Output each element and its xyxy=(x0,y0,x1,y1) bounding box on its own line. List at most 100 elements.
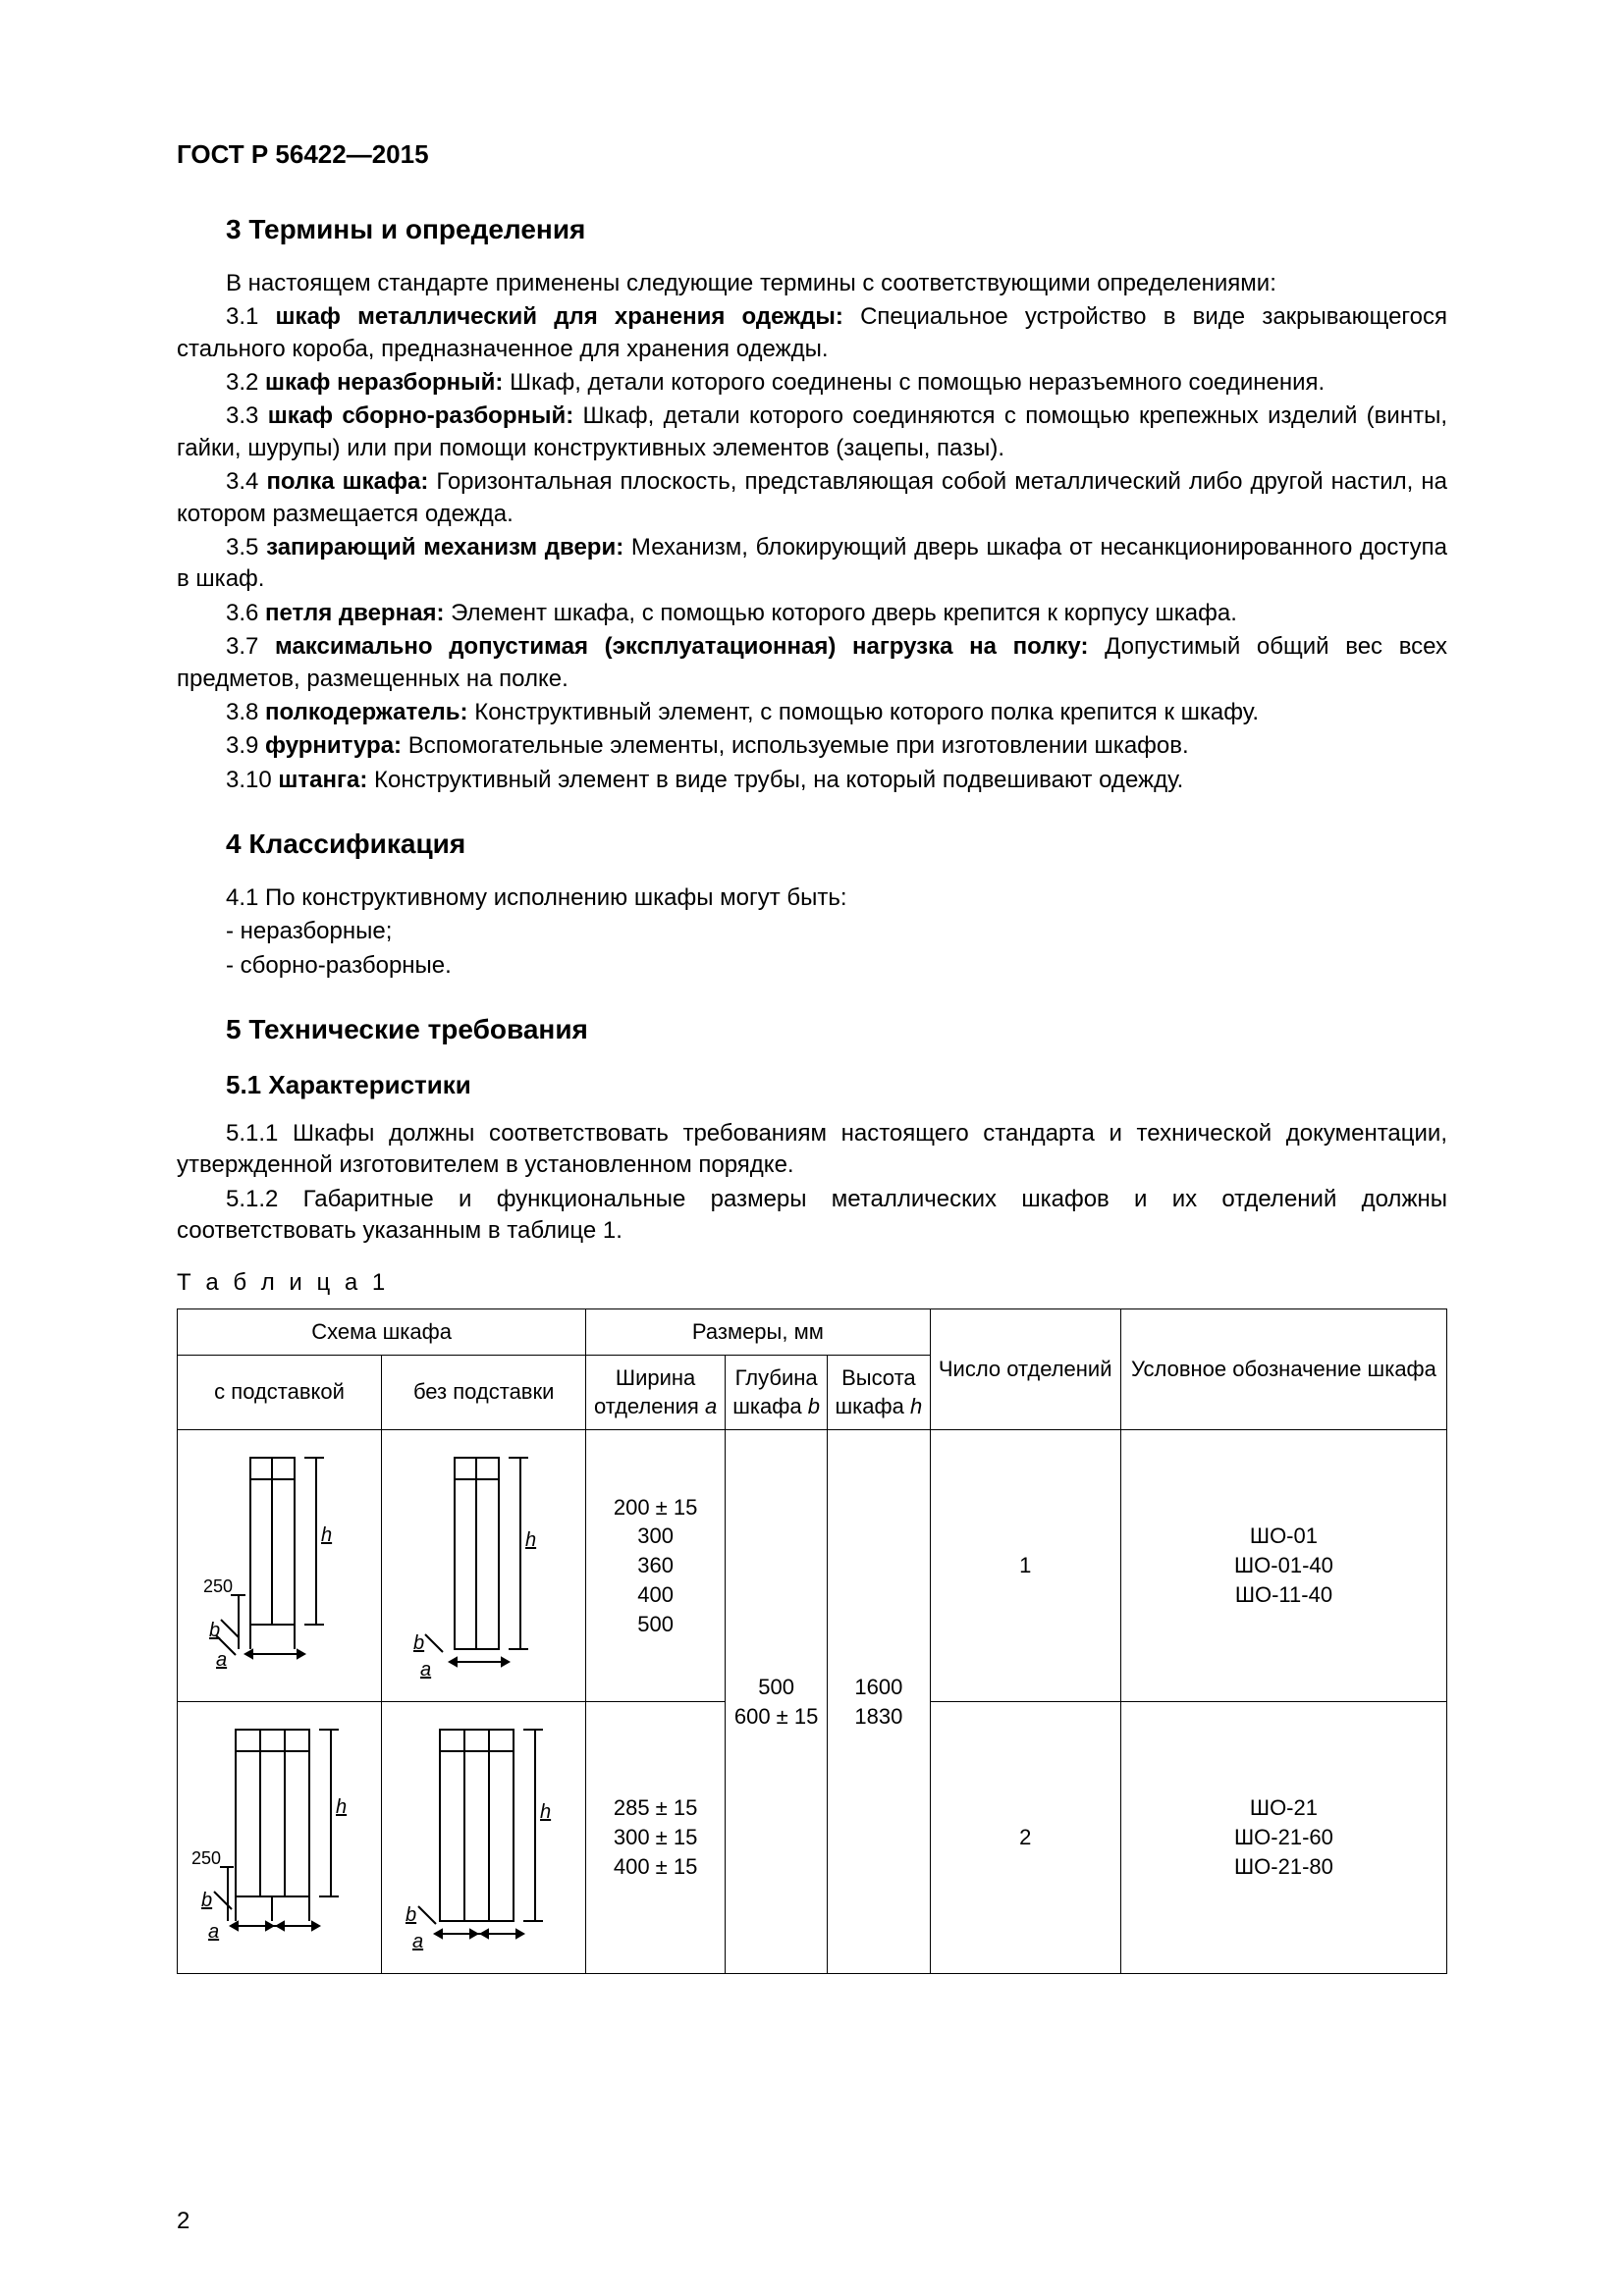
dim-a-label: a xyxy=(216,1649,227,1671)
dim-h-label: h xyxy=(540,1801,551,1823)
list-item: - сборно-разборные. xyxy=(226,950,1447,982)
para-511: 5.1.1 Шкафы должны соответствовать требо… xyxy=(177,1118,1447,1182)
term-definition: 3.4 полка шкафа: Горизонтальная плоскост… xyxy=(177,466,1447,530)
para-511-text: 5.1.1 Шкафы должны соответствовать требо… xyxy=(177,1120,1447,1178)
diagram-cell-1a: h b a 250 xyxy=(178,1430,382,1702)
th-designation: Условное обозначение шкафа xyxy=(1120,1308,1446,1429)
th-without-base: без подставки xyxy=(382,1355,586,1429)
term-number: 3.4 xyxy=(226,468,266,495)
section-4-p1-text: 4.1 По конструктивному исполнению шкафы … xyxy=(226,884,847,911)
td-count: 1 xyxy=(930,1430,1120,1702)
th-height-l2: шкафа xyxy=(836,1394,910,1418)
diagram-cell-2b: h b a xyxy=(382,1702,586,1974)
td-height: 1600 1830 xyxy=(828,1430,930,1974)
terms-list: 3.1 шкаф металлический для хранения одеж… xyxy=(177,301,1447,796)
th-width-l2: отделения xyxy=(594,1394,705,1418)
term-number: 3.10 xyxy=(226,767,278,793)
th-height-l1: Высота xyxy=(841,1365,916,1390)
table-caption: Т а б л и ц а 1 xyxy=(177,1267,1447,1299)
dim-b-label: b xyxy=(209,1620,220,1641)
dim-a-label: a xyxy=(412,1931,423,1952)
term-number: 3.8 xyxy=(226,699,265,725)
dim-b-label: b xyxy=(201,1890,212,1911)
dim-h-label: h xyxy=(525,1529,536,1551)
document-page: ГОСТ Р 56422—2015 3 Термины и определени… xyxy=(0,0,1624,2296)
dimensions-table: Схема шкафа Размеры, мм Число отделений … xyxy=(177,1308,1447,1974)
td-width: 200 ± 15 300 360 400 500 xyxy=(586,1430,726,1702)
term-def-text: Вспомогательные элементы, используемые п… xyxy=(402,732,1189,759)
term-name: полка шкафа: xyxy=(266,468,428,495)
term-definition: 3.10 штанга: Конструктивный элемент в ви… xyxy=(177,765,1447,796)
section-4-p1: 4.1 По конструктивному исполнению шкафы … xyxy=(177,882,1447,914)
section-4-title: 4 Классификация xyxy=(226,826,1447,863)
dim-b-label: b xyxy=(406,1904,416,1926)
term-name: шкаф неразборный: xyxy=(265,369,503,396)
term-name: петля дверная: xyxy=(265,600,444,626)
section-5-title: 5 Технические требования xyxy=(226,1011,1447,1048)
th-count: Число отделений xyxy=(930,1308,1120,1429)
cabinet-diagram-icon: h b a xyxy=(391,1720,577,1955)
th-depth-var: b xyxy=(808,1394,820,1418)
term-definition: 3.7 максимально допустимая (эксплуатацио… xyxy=(177,631,1447,695)
th-sizes: Размеры, мм xyxy=(586,1308,930,1355)
term-name: штанга: xyxy=(278,767,367,793)
term-number: 3.7 xyxy=(226,633,275,660)
term-number: 3.9 xyxy=(226,732,265,759)
cabinet-diagram-icon: h b a xyxy=(396,1448,572,1683)
list-item: - неразборные; xyxy=(226,916,1447,947)
cabinet-diagram-icon: h b a 250 xyxy=(187,1720,373,1955)
diagram-cell-2a: h b a 250 xyxy=(178,1702,382,1974)
term-number: 3.6 xyxy=(226,600,265,626)
term-name: шкаф сборно-разборный: xyxy=(268,402,574,429)
term-definition: 3.5 запирающий механизм двери: Механизм,… xyxy=(177,532,1447,596)
term-definition: 3.2 шкаф неразборный: Шкаф, детали котор… xyxy=(177,367,1447,399)
section-3-intro: В настоящем стандарте применены следующи… xyxy=(177,268,1447,299)
term-number: 3.2 xyxy=(226,369,265,396)
diagram-cell-1b: h b a xyxy=(382,1430,586,1702)
td-designation: ШО-01 ШО-01-40 ШО-11-40 xyxy=(1120,1430,1446,1702)
th-width: Ширина отделения a xyxy=(586,1355,726,1429)
table-header-row-1: Схема шкафа Размеры, мм Число отделений … xyxy=(178,1308,1447,1355)
th-height: Высота шкафа h xyxy=(828,1355,930,1429)
term-def-text: Конструктивный элемент, с помощью которо… xyxy=(468,699,1259,725)
th-width-l1: Ширина xyxy=(616,1365,695,1390)
dim-b-label: b xyxy=(413,1632,424,1654)
term-definition: 3.9 фурнитура: Вспомогательные элементы,… xyxy=(177,730,1447,762)
term-name: максимально допустимая (эксплуатационная… xyxy=(275,633,1088,660)
th-width-var: a xyxy=(705,1394,717,1418)
para-512-text: 5.1.2 Габаритные и функциональные размер… xyxy=(177,1186,1447,1244)
dim-a-label: a xyxy=(420,1659,431,1681)
td-count: 2 xyxy=(930,1702,1120,1974)
term-def-text: Шкаф, детали которого соединены с помощь… xyxy=(503,369,1325,396)
section-5-1-title: 5.1 Характеристики xyxy=(226,1068,1447,1102)
term-number: 3.5 xyxy=(226,534,266,561)
th-with-base: с подставкой xyxy=(178,1355,382,1429)
dim-250-label: 250 xyxy=(203,1576,233,1596)
table-row: h b a 250 xyxy=(178,1430,1447,1702)
term-definition: 3.6 петля дверная: Элемент шкафа, с помо… xyxy=(177,598,1447,629)
dim-a-label: a xyxy=(208,1921,219,1943)
term-definition: 3.8 полкодержатель: Конструктивный элеме… xyxy=(177,697,1447,728)
section-3-title: 3 Термины и определения xyxy=(226,211,1447,248)
cabinet-diagram-icon: h b a 250 xyxy=(191,1448,368,1683)
term-name: шкаф металлический для хранения одежды: xyxy=(276,303,843,330)
td-designation: ШО-21 ШО-21-60 ШО-21-80 xyxy=(1120,1702,1446,1974)
td-depth: 500 600 ± 15 xyxy=(725,1430,827,1974)
term-name: запирающий механизм двери: xyxy=(266,534,623,561)
term-definition: 3.3 шкаф сборно-разборный: Шкаф, детали … xyxy=(177,400,1447,464)
term-name: полкодержатель: xyxy=(265,699,468,725)
term-number: 3.3 xyxy=(226,402,268,429)
td-width: 285 ± 15 300 ± 15 400 ± 15 xyxy=(586,1702,726,1974)
intro-text: В настоящем стандарте применены следующи… xyxy=(226,270,1276,296)
th-schema: Схема шкафа xyxy=(178,1308,586,1355)
page-number: 2 xyxy=(177,2206,189,2237)
doc-id: ГОСТ Р 56422—2015 xyxy=(177,137,1447,172)
dim-h-label: h xyxy=(321,1524,332,1546)
term-definition: 3.1 шкаф металлический для хранения одеж… xyxy=(177,301,1447,365)
term-def-text: Элемент шкафа, с помощью которого дверь … xyxy=(444,600,1236,626)
th-depth: Глубина шкафа b xyxy=(725,1355,827,1429)
th-depth-l2: шкафа xyxy=(732,1394,807,1418)
term-def-text: Конструктивный элемент в виде трубы, на … xyxy=(367,767,1183,793)
th-depth-l1: Глубина xyxy=(735,1365,818,1390)
dim-h-label: h xyxy=(336,1796,347,1818)
